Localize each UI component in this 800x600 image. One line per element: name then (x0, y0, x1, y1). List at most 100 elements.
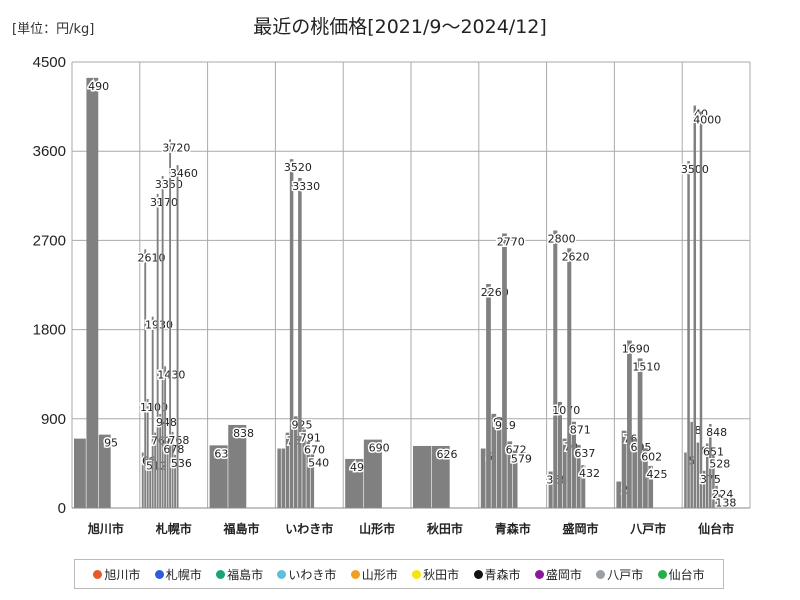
data-label: 579 (511, 453, 532, 466)
bar (687, 161, 690, 508)
data-label: 528 (709, 458, 730, 471)
bar (567, 248, 571, 508)
legend-item: 八戸市 (596, 566, 643, 583)
y-tick-label: 3600 (33, 143, 66, 160)
data-label: 3330 (292, 180, 320, 193)
data-label: 4000 (693, 114, 721, 127)
legend-item: 秋田市 (412, 566, 459, 583)
data-label: 602 (641, 450, 662, 463)
data-label: 3170 (150, 196, 178, 209)
data-label: 540 (308, 456, 329, 469)
data-label: 512 (146, 459, 167, 472)
bar (164, 366, 166, 508)
legend-item: 仙台市 (658, 566, 705, 583)
data-label: 3520 (284, 161, 312, 174)
bar (694, 106, 697, 508)
x-tick-label: 福島市 (222, 521, 259, 536)
legend-item: 山形市 (351, 566, 398, 583)
legend-label: 仙台市 (669, 566, 705, 583)
legend-item: いわき市 (277, 566, 336, 583)
x-tick-label: 仙台市 (698, 521, 734, 536)
data-label: 490 (88, 80, 109, 93)
data-label: 1430 (157, 368, 185, 381)
y-tick-label: 2700 (33, 232, 66, 249)
data-label: 670 (304, 444, 325, 457)
legend-label: 山形市 (362, 566, 398, 583)
data-label: 2770 (497, 235, 525, 248)
legend-item: 青森市 (474, 566, 521, 583)
legend-label: 福島市 (227, 566, 263, 583)
bar (638, 358, 643, 508)
bar (413, 446, 431, 508)
x-tick-label: 札幌市 (155, 521, 192, 536)
bar (282, 449, 286, 508)
data-label: 838 (233, 427, 254, 440)
legend-marker-icon (596, 570, 605, 579)
bar (177, 165, 179, 508)
bar (86, 78, 98, 508)
y-tick-label: 0 (58, 500, 66, 517)
data-label: 138 (715, 496, 736, 509)
x-tick-label: 山形市 (359, 521, 395, 536)
data-label: 1100 (140, 401, 168, 414)
data-label: 2800 (548, 232, 576, 245)
data-label: 768 (168, 434, 189, 447)
bar (74, 439, 86, 508)
data-label: 637 (574, 447, 595, 460)
bar (162, 176, 164, 508)
data-label: 2620 (562, 250, 590, 263)
legend-item: 旭川市 (93, 566, 140, 583)
bar (157, 194, 159, 508)
bar (684, 452, 687, 508)
legend-marker-icon (535, 570, 544, 579)
bar (486, 284, 491, 508)
legend-marker-icon (93, 570, 102, 579)
legend-label: 秋田市 (423, 566, 459, 583)
bar (616, 482, 621, 508)
legend-label: 青森市 (485, 566, 521, 583)
data-label: 925 (292, 418, 313, 431)
data-label: 1070 (552, 404, 580, 417)
data-label: 690 (369, 442, 390, 455)
x-tick-label: いわき市 (285, 521, 333, 536)
bar (152, 317, 154, 508)
legend-marker-icon (658, 570, 667, 579)
x-tick-label: 旭川市 (87, 521, 124, 536)
legend-marker-icon (351, 570, 360, 579)
bar-chart: 0900180027003600450049095旭川市662610110051… (0, 0, 800, 560)
bar (700, 112, 703, 508)
bar (298, 178, 302, 508)
data-label: 848 (706, 426, 727, 439)
x-tick-label: 秋田市 (427, 521, 463, 536)
y-tick-label: 4500 (33, 54, 66, 71)
bar (627, 341, 632, 508)
x-tick-label: 青森市 (495, 521, 531, 536)
data-label: 871 (570, 424, 591, 437)
legend-item: 福島市 (216, 566, 263, 583)
data-label: 425 (647, 468, 668, 481)
legend-label: 旭川市 (104, 566, 140, 583)
legend-marker-icon (155, 570, 164, 579)
bar (697, 443, 700, 508)
bar (502, 233, 507, 508)
legend-label: 盛岡市 (546, 566, 582, 583)
data-label: 1510 (632, 360, 660, 373)
data-label: 95 (104, 437, 118, 450)
data-label: 3460 (170, 167, 198, 180)
bar (147, 399, 149, 508)
data-label: 1930 (145, 319, 173, 332)
bar (169, 139, 171, 508)
legend-label: 札幌市 (166, 566, 202, 583)
data-label: 626 (436, 448, 457, 461)
bar (290, 159, 294, 508)
legend-label: いわき市 (288, 566, 336, 583)
x-tick-label: 八戸市 (629, 521, 666, 536)
bar (481, 449, 486, 508)
data-label: 1690 (622, 343, 650, 356)
bar (558, 402, 562, 508)
legend-marker-icon (277, 570, 286, 579)
legend-item: 盛岡市 (535, 566, 582, 583)
legend-marker-icon (474, 570, 483, 579)
y-tick-label: 1800 (33, 322, 66, 339)
data-label: 432 (579, 467, 600, 480)
